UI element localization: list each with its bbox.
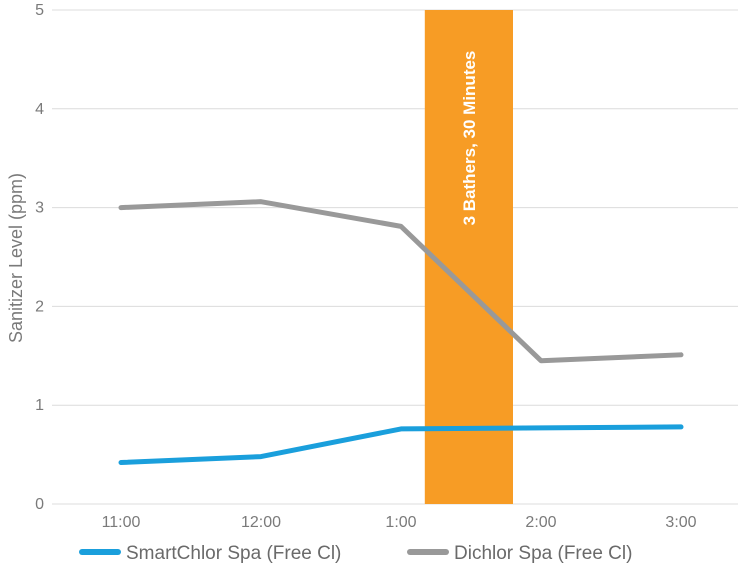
y-tick-label: 1 xyxy=(35,397,44,414)
x-tick-label: 1:00 xyxy=(385,514,416,531)
y-tick-label: 3 xyxy=(35,200,44,217)
x-tick-label: 11:00 xyxy=(102,514,141,531)
y-tick-label: 2 xyxy=(35,298,44,315)
x-tick-label: 3:00 xyxy=(665,514,696,531)
y-tick-label: 0 xyxy=(35,496,44,513)
x-tick-label: 2:00 xyxy=(525,514,556,531)
y-tick-label: 5 xyxy=(35,2,44,19)
x-tick-label: 12:00 xyxy=(241,514,281,531)
legend-label: Dichlor Spa (Free Cl) xyxy=(454,543,632,564)
series-line-0 xyxy=(118,424,684,466)
series-line-1 xyxy=(118,199,684,364)
annotation-band-group: 3 Bathers, 30 Minutes xyxy=(424,10,513,504)
y-axis-title: Sanitizer Level (ppm) xyxy=(6,173,26,343)
y-tick-labels: 0 1 2 3 4 5 xyxy=(35,2,44,513)
annotation-band xyxy=(424,10,513,504)
legend-label: SmartChlor Spa (Free Cl) xyxy=(126,543,341,564)
series-lines xyxy=(118,199,684,466)
legend: SmartChlor Spa (Free Cl) Dichlor Spa (Fre… xyxy=(79,543,632,564)
y-tick-label: 4 xyxy=(35,101,44,118)
annotation-label: 3 Bathers, 30 Minutes xyxy=(460,51,479,226)
x-tick-labels: 11:00 12:00 1:00 2:00 3:00 xyxy=(102,514,697,531)
